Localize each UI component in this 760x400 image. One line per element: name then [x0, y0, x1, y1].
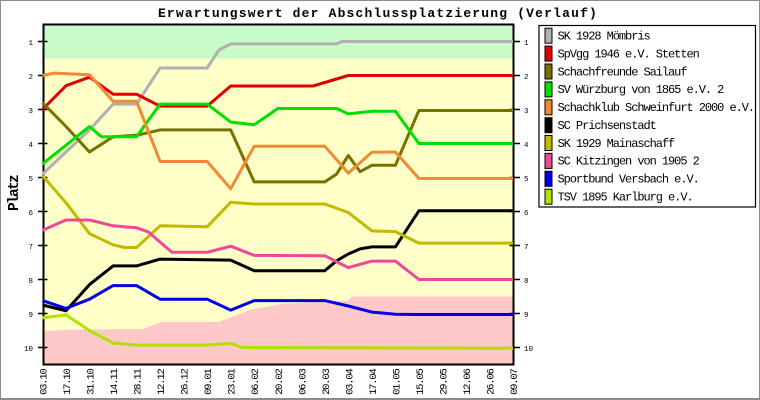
- svg-text:Schachfreunde Sailauf: Schachfreunde Sailauf: [558, 65, 688, 79]
- svg-text:03.10: 03.10: [39, 369, 51, 395]
- svg-text:7: 7: [28, 244, 33, 252]
- svg-text:3: 3: [524, 108, 529, 116]
- svg-text:SC Kitzingen von 1905 2: SC Kitzingen von 1905 2: [558, 155, 700, 169]
- svg-text:12.06: 12.06: [462, 369, 474, 395]
- svg-text:9: 9: [28, 312, 33, 320]
- svg-text:SV Würzburg von 1865 e.V. 2: SV Würzburg von 1865 e.V. 2: [558, 83, 725, 97]
- svg-text:5: 5: [28, 176, 33, 184]
- svg-text:2: 2: [28, 74, 33, 82]
- svg-text:7: 7: [524, 244, 529, 252]
- svg-text:1: 1: [28, 40, 33, 48]
- svg-text:6: 6: [28, 210, 33, 218]
- svg-text:28.11: 28.11: [133, 369, 145, 395]
- svg-text:06.02: 06.02: [250, 369, 262, 395]
- svg-text:26.06: 26.06: [486, 369, 498, 395]
- svg-text:6: 6: [524, 210, 529, 218]
- svg-text:20.02: 20.02: [274, 369, 286, 395]
- svg-text:26.12: 26.12: [180, 369, 192, 395]
- svg-text:09.01: 09.01: [203, 369, 215, 395]
- svg-text:SC Prichsenstadt: SC Prichsenstadt: [558, 119, 656, 133]
- svg-text:9: 9: [524, 312, 529, 320]
- svg-text:03.04: 03.04: [344, 369, 356, 395]
- svg-text:SK 1929 Mainaschaff: SK 1929 Mainaschaff: [558, 137, 676, 151]
- svg-text:09.07: 09.07: [509, 369, 521, 395]
- svg-text:14.11: 14.11: [109, 369, 121, 395]
- svg-text:15.05: 15.05: [415, 369, 427, 395]
- svg-text:4: 4: [28, 142, 33, 150]
- svg-text:5: 5: [524, 176, 529, 184]
- svg-text:06.03: 06.03: [297, 369, 309, 395]
- svg-text:29.05: 29.05: [438, 369, 450, 395]
- svg-text:Erwartungswert der Abschlusspl: Erwartungswert der Abschlussplatzierung …: [158, 6, 598, 21]
- svg-text:8: 8: [28, 278, 33, 286]
- svg-text:4: 4: [524, 142, 529, 150]
- svg-text:8: 8: [524, 278, 529, 286]
- svg-text:Sportbund Versbach e.V.: Sportbund Versbach e.V.: [558, 173, 699, 187]
- svg-text:20.03: 20.03: [321, 369, 333, 395]
- svg-text:17.04: 17.04: [368, 369, 380, 395]
- svg-text:2: 2: [524, 74, 529, 82]
- svg-text:17.10: 17.10: [62, 369, 74, 395]
- svg-text:SpVgg 1946 e.V. Stetten: SpVgg 1946 e.V. Stetten: [558, 47, 700, 61]
- svg-text:3: 3: [28, 108, 33, 116]
- svg-text:Schachklub Schweinfurt 2000 e.: Schachklub Schweinfurt 2000 e.V.: [558, 101, 755, 115]
- svg-text:23.01: 23.01: [227, 369, 239, 395]
- svg-text:TSV 1895 Karlburg e.V.: TSV 1895 Karlburg e.V.: [558, 191, 693, 205]
- svg-text:1: 1: [524, 40, 529, 48]
- svg-text:01.05: 01.05: [391, 369, 403, 395]
- svg-text:31.10: 31.10: [86, 369, 98, 395]
- svg-text:SK 1928 Mömbris: SK 1928 Mömbris: [558, 30, 651, 44]
- svg-text:10: 10: [524, 346, 534, 354]
- svg-text:12.12: 12.12: [156, 369, 168, 395]
- svg-text:Platz: Platz: [7, 175, 23, 211]
- svg-text:10: 10: [24, 346, 34, 354]
